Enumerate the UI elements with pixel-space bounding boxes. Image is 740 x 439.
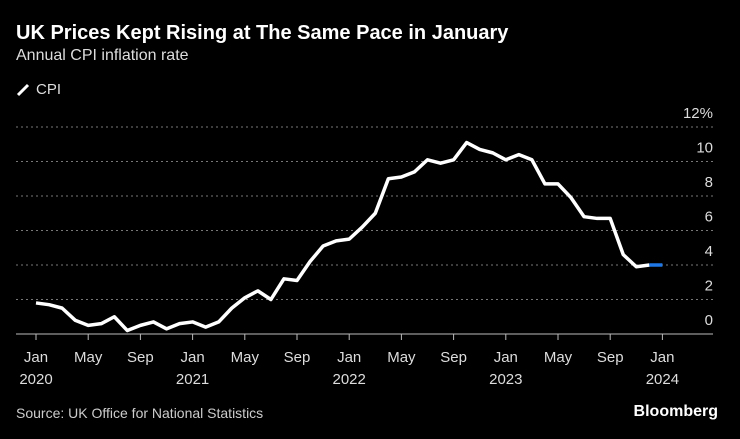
y-tick-label: 8 [705,174,713,191]
x-tick-label: Sep [440,349,467,366]
cpi-series-line [35,140,650,333]
y-tick-label: 6 [705,209,713,226]
x-tick-label: Sep [127,349,154,366]
x-tick-label: Sep [597,349,624,366]
y-tick-label: 4 [705,243,713,260]
x-tick-label: Jan [650,349,674,366]
legend: CPI [16,81,61,98]
x-tick-year-label: 2022 [333,371,366,388]
x-tick-label: Jan [337,349,361,366]
y-tick-label: 0 [705,312,713,329]
source-note: Source: UK Office for National Statistic… [16,405,264,421]
y-tick-label: 12% [683,105,713,122]
y-tick-label: 10 [696,140,713,157]
x-tick-year-label: 2024 [646,371,679,388]
chart-title: UK Prices Kept Rising at The Same Pace i… [16,22,509,44]
x-tick-label: May [544,349,573,366]
x-tick-label: May [231,349,260,366]
bloomberg-logo: Bloomberg [633,403,718,420]
x-tick-label: Sep [284,349,311,366]
x-tick-label: Jan [181,349,205,366]
chart-subtitle: Annual CPI inflation rate [16,47,189,64]
x-tick-year-label: 2023 [489,371,522,388]
x-tick-year-label: 2020 [19,371,52,388]
x-tick-label: May [387,349,416,366]
x-tick-label: May [74,349,103,366]
x-tick-label: Jan [494,349,518,366]
y-tick-label: 2 [705,278,713,295]
x-tick-label: Jan [24,349,48,366]
legend-label-cpi: CPI [36,81,62,98]
legend-line-icon [16,83,30,96]
x-tick-year-label: 2021 [176,371,209,388]
